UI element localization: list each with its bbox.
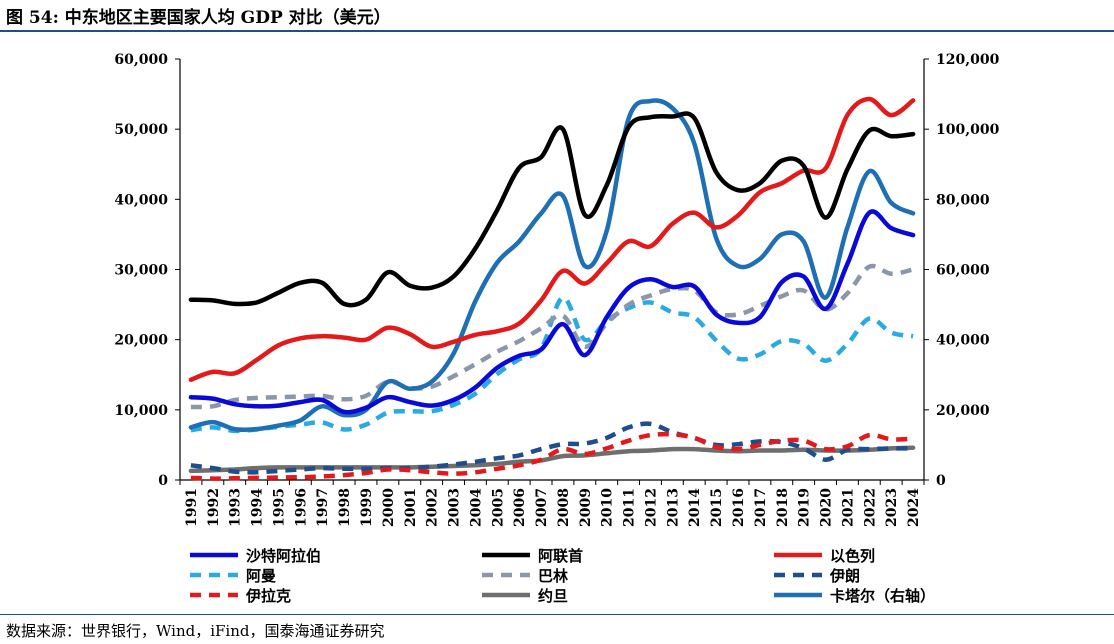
x-tick-label: 2015: [709, 488, 725, 527]
legend-label: 沙特阿拉伯: [246, 547, 321, 565]
x-tick-label: 1998: [337, 488, 353, 527]
x-tick-label: 2010: [600, 488, 616, 527]
chart-title: 图 54: 中东地区主要国家人均 GDP 对比（美元）: [6, 8, 391, 28]
legend-label: 巴林: [538, 567, 569, 585]
legend-label: 以色列: [830, 547, 875, 565]
x-tick-label: 1995: [271, 488, 287, 527]
legend-label: 阿联首: [538, 547, 583, 565]
legend-label: 伊拉克: [245, 587, 291, 605]
series-line-1: [188, 209, 916, 415]
y-tick-label: 60,000: [114, 52, 168, 68]
x-tick-label: 2017: [753, 488, 769, 527]
x-tick-label: 2011: [622, 488, 638, 527]
y-tick-label: 0: [158, 473, 168, 489]
y-tick-label: 20,000: [114, 333, 168, 349]
chart-svg: 0 10,000 20,000 30,000 40,000 50,000 60,000 0 20…: [114, 52, 1000, 605]
series-line-5: [190, 263, 914, 410]
x-tick-label: 1996: [293, 488, 309, 527]
x-tick-label: 2003: [447, 488, 463, 527]
x-tick-label: 1994: [250, 488, 266, 527]
x-tick-label: 2008: [556, 488, 572, 527]
y2-tick-label: 0: [936, 473, 946, 489]
x-tick-label: 2016: [731, 488, 747, 527]
x-tick-label: 2024: [906, 488, 922, 527]
x-tick-label: 2018: [775, 488, 791, 527]
y-tick-label: 50,000: [114, 122, 168, 138]
series-line-2: [188, 111, 916, 308]
y2-tick-label: 20,000: [936, 403, 990, 419]
x-tick-label: 2004: [468, 488, 484, 527]
x-tick-label: 2020: [819, 488, 835, 527]
y-tick-label: 40,000: [114, 192, 168, 208]
x-tick-label: 1997: [315, 488, 331, 527]
y2-tick-label: 40,000: [936, 333, 990, 349]
legend-label: 约旦: [538, 587, 568, 605]
x-tick-label: 1999: [359, 488, 375, 527]
y2-tick-label: 80,000: [936, 192, 990, 208]
x-tick-label: 2021: [840, 488, 856, 527]
y2-tick-label: 120,000: [936, 52, 1000, 68]
series-line-3: [188, 96, 916, 382]
x-tick-label: 2006: [512, 488, 528, 527]
x-tick-label: 2007: [534, 488, 550, 527]
x-tick-label: 2012: [643, 488, 659, 527]
legend-label: 阿曼: [246, 567, 276, 585]
x-tick-label: 1992: [206, 488, 222, 527]
x-tick-label: 2002: [425, 488, 441, 527]
x-tick-label: 2009: [578, 488, 594, 527]
x-tick-label: 1991: [184, 488, 200, 527]
y2-tick-label: 100,000: [936, 122, 1000, 138]
source-rule: [0, 614, 1114, 615]
series-line-9: [188, 98, 916, 433]
y-tick-label: 30,000: [114, 263, 168, 279]
x-tick-label: 2014: [687, 488, 703, 527]
x-tick-label: 1993: [228, 488, 244, 527]
legend-label: 卡塔尔（右轴）: [830, 587, 935, 605]
series-line-7: [190, 431, 914, 481]
x-tick-label: 2000: [381, 488, 397, 527]
y-tick-label: 10,000: [114, 403, 168, 419]
legend-label: 伊朗: [829, 567, 860, 585]
x-tick-label: 2005: [490, 488, 506, 527]
x-tick-label: 2019: [797, 488, 813, 527]
series-line-6: [190, 421, 914, 475]
title-rule: [0, 30, 1114, 32]
x-tick-label: 2013: [665, 488, 681, 527]
source-note: 数据来源：世界银行，Wind，iFind，国泰海通证券研究: [6, 622, 385, 640]
x-tick-label: 2022: [862, 488, 878, 527]
x-tick-label: 2023: [884, 488, 900, 527]
y2-tick-label: 60,000: [936, 263, 990, 279]
x-tick-label: 2001: [403, 488, 419, 527]
